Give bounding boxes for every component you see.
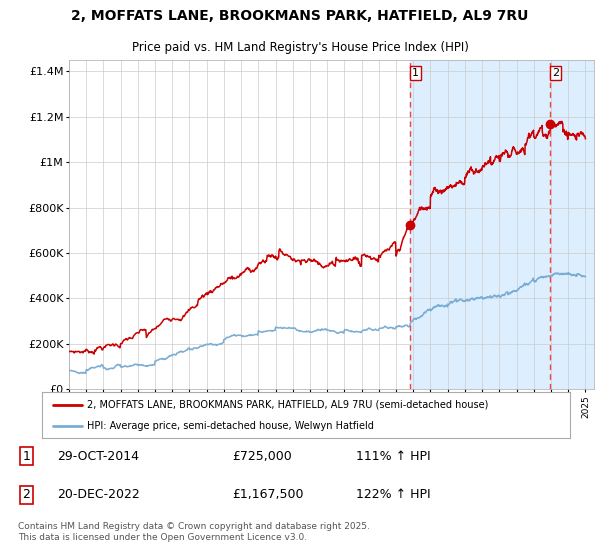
Text: 2: 2 — [23, 488, 31, 501]
Text: 2: 2 — [552, 68, 559, 78]
Text: 29-OCT-2014: 29-OCT-2014 — [58, 450, 139, 463]
Text: £1,167,500: £1,167,500 — [232, 488, 304, 501]
Text: £725,000: £725,000 — [232, 450, 292, 463]
Text: 111% ↑ HPI: 111% ↑ HPI — [356, 450, 431, 463]
Text: 2, MOFFATS LANE, BROOKMANS PARK, HATFIELD, AL9 7RU: 2, MOFFATS LANE, BROOKMANS PARK, HATFIEL… — [71, 9, 529, 23]
Bar — [410, 60, 600, 389]
Text: 122% ↑ HPI: 122% ↑ HPI — [356, 488, 431, 501]
Text: 20-DEC-2022: 20-DEC-2022 — [58, 488, 140, 501]
Text: 1: 1 — [23, 450, 31, 463]
Text: Price paid vs. HM Land Registry's House Price Index (HPI): Price paid vs. HM Land Registry's House … — [131, 41, 469, 54]
Text: Contains HM Land Registry data © Crown copyright and database right 2025.
This d: Contains HM Land Registry data © Crown c… — [18, 522, 370, 542]
Text: 1: 1 — [412, 68, 419, 78]
Text: 2, MOFFATS LANE, BROOKMANS PARK, HATFIELD, AL9 7RU (semi-detached house): 2, MOFFATS LANE, BROOKMANS PARK, HATFIEL… — [87, 400, 488, 410]
Text: HPI: Average price, semi-detached house, Welwyn Hatfield: HPI: Average price, semi-detached house,… — [87, 421, 374, 431]
